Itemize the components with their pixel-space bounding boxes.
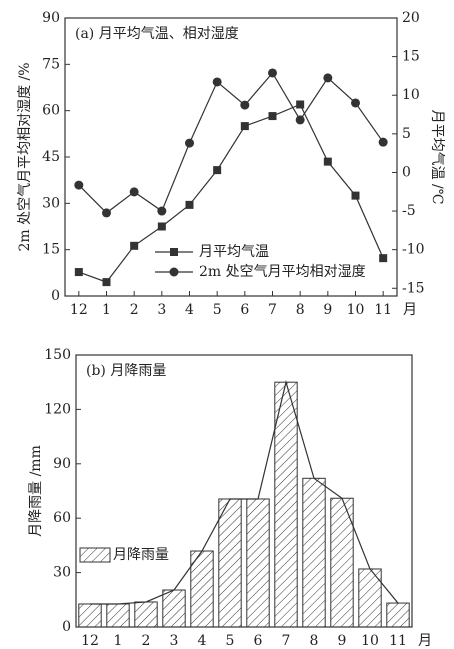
marker	[129, 187, 139, 197]
marker	[157, 206, 167, 216]
y-tick-label: 75	[42, 56, 60, 72]
y2-axis-label: 月平均气温 /℃	[429, 110, 445, 205]
y2-tick-label: 15	[402, 49, 420, 65]
bar	[246, 498, 270, 628]
x-tick-label: 11	[389, 633, 407, 649]
legend-label: 月平均气温	[199, 244, 269, 260]
x-tick-label: 1	[114, 633, 123, 649]
x-axis-label: 月	[403, 302, 417, 318]
marker	[379, 254, 388, 263]
y2-tick-label: 20	[402, 10, 420, 26]
x-tick-label: 12	[70, 302, 88, 318]
marker	[240, 122, 249, 131]
chart-title: (a) 月平均气温、相对湿度	[75, 26, 239, 42]
y2-tick-label: -5	[402, 203, 416, 219]
marker	[102, 208, 111, 218]
legend-swatch	[79, 547, 111, 563]
marker	[185, 138, 194, 148]
trend-line	[90, 379, 399, 605]
x-tick-label: 6	[240, 302, 249, 318]
x-tick-label: 10	[347, 302, 365, 318]
marker	[323, 157, 332, 166]
x-tick-label: 7	[282, 633, 291, 649]
y-tick-label: 0	[51, 288, 60, 304]
y-tick-label: 150	[44, 347, 71, 363]
marker	[74, 268, 83, 277]
x-tick-label: 2	[142, 633, 151, 649]
legend-label: 月降雨量	[113, 547, 169, 563]
y-tick-label: 0	[62, 619, 71, 635]
marker	[268, 68, 277, 78]
y-axis-label: 月降雨量 /mm	[28, 445, 44, 537]
marker	[170, 248, 178, 256]
x-axis-label: 月	[418, 633, 432, 649]
x-tick-label: 1	[102, 302, 111, 318]
plot-frame	[64, 17, 398, 297]
bar	[386, 602, 410, 628]
bar	[162, 589, 186, 628]
marker	[268, 112, 277, 121]
bar	[218, 498, 242, 628]
y2-tick-label: -15	[402, 280, 425, 296]
y-tick-label: 30	[42, 195, 60, 211]
y2-tick-label: 0	[402, 164, 411, 180]
x-tick-label: 3	[157, 302, 166, 318]
marker	[323, 73, 333, 83]
marker	[240, 100, 250, 110]
marker	[351, 191, 360, 200]
y2-tick-label: -10	[402, 242, 425, 258]
y-tick-label: 90	[53, 456, 71, 472]
series-line	[78, 103, 384, 283]
marker	[295, 115, 305, 125]
marker	[351, 98, 360, 108]
bar	[274, 381, 298, 628]
plot-frame	[75, 354, 413, 628]
y-tick-label: 15	[42, 242, 60, 258]
x-tick-label: 8	[310, 633, 319, 649]
marker	[213, 166, 222, 175]
y2-tick-label: 10	[402, 87, 420, 103]
x-tick-label: 4	[198, 633, 207, 649]
x-tick-label: 12	[81, 633, 99, 649]
x-tick-label: 10	[361, 633, 379, 649]
y-tick-label: 45	[42, 149, 60, 165]
x-tick-label: 8	[296, 302, 305, 318]
x-tick-label: 9	[338, 633, 347, 649]
marker	[296, 100, 305, 109]
x-tick-label: 4	[185, 302, 194, 318]
marker	[102, 278, 111, 287]
x-tick-label: 2	[130, 302, 139, 318]
y-tick-label: 120	[44, 401, 71, 417]
y2-tick-label: 5	[402, 126, 411, 142]
bar	[302, 477, 326, 628]
series-line	[78, 71, 384, 214]
legend-label: 2m 处空气月平均相对湿度	[199, 264, 366, 280]
bar	[106, 603, 130, 628]
x-tick-label: 9	[323, 302, 332, 318]
marker	[378, 137, 388, 147]
chart-title: (b) 月降雨量	[86, 363, 166, 379]
x-tick-label: 5	[226, 633, 235, 649]
y-tick-label: 90	[42, 10, 60, 26]
y-axis-label: 2m 处空气月平均相对湿度 /%	[17, 62, 33, 251]
x-tick-label: 7	[268, 302, 277, 318]
bar	[134, 601, 158, 628]
x-tick-label: 5	[213, 302, 222, 318]
bar	[78, 603, 102, 628]
y-tick-label: 60	[53, 510, 71, 526]
y-tick-label: 60	[42, 103, 60, 119]
marker	[157, 222, 166, 231]
marker	[185, 200, 194, 209]
y-tick-label: 30	[53, 565, 71, 581]
marker	[130, 241, 139, 250]
x-tick-label: 3	[170, 633, 179, 649]
x-tick-label: 6	[254, 633, 263, 649]
marker	[169, 267, 179, 277]
x-tick-label: 11	[374, 302, 392, 318]
marker	[74, 180, 84, 190]
marker	[212, 77, 222, 87]
